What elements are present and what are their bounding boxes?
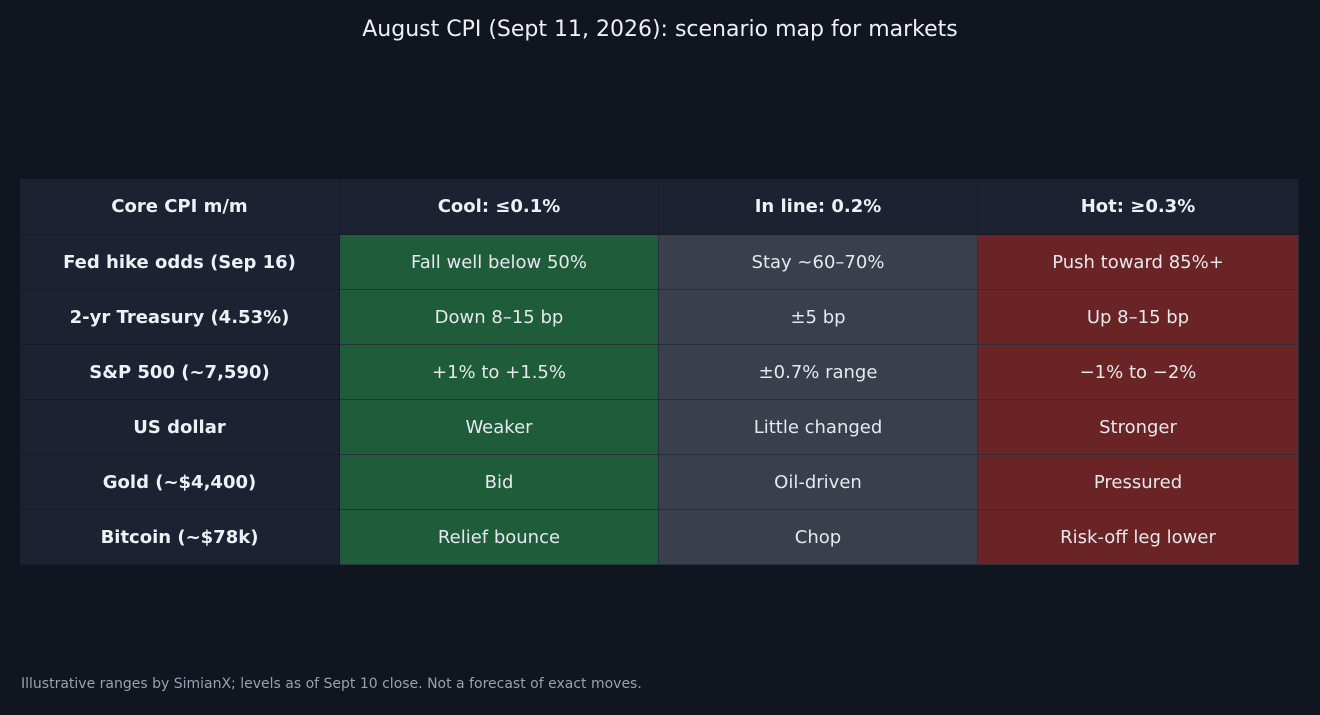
table-cell: −1% to −2% bbox=[978, 345, 1299, 400]
table-cell: Little changed bbox=[659, 400, 978, 455]
row-label-s-p-500-7-590: S&P 500 (~7,590) bbox=[20, 345, 340, 400]
footnote: Illustrative ranges by SimianX; levels a… bbox=[21, 676, 642, 692]
table-cell: Relief bounce bbox=[340, 510, 659, 565]
table-cell: Pressured bbox=[978, 455, 1299, 510]
header-core-cpi: Core CPI m/m bbox=[20, 179, 340, 235]
table-cell: +1% to +1.5% bbox=[340, 345, 659, 400]
table-cell: Weaker bbox=[340, 400, 659, 455]
table-cell: Chop bbox=[659, 510, 978, 565]
table-cell: Risk-off leg lower bbox=[978, 510, 1299, 565]
row-label-us-dollar: US dollar bbox=[20, 400, 340, 455]
table-cell: Bid bbox=[340, 455, 659, 510]
row-label-fed-hike-odds-sep-16: Fed hike odds (Sep 16) bbox=[20, 235, 340, 290]
table-cell: Stronger bbox=[978, 400, 1299, 455]
header-scenario-2: In line: 0.2% bbox=[659, 179, 978, 235]
table-cell: Down 8–15 bp bbox=[340, 290, 659, 345]
table-cell: Stay ~60–70% bbox=[659, 235, 978, 290]
header-scenario-3: Hot: ≥0.3% bbox=[978, 179, 1299, 235]
table-cell: Oil-driven bbox=[659, 455, 978, 510]
table-cell: ±0.7% range bbox=[659, 345, 978, 400]
header-scenario-1: Cool: ≤0.1% bbox=[340, 179, 659, 235]
row-label-bitcoin-78k: Bitcoin (~$78k) bbox=[20, 510, 340, 565]
chart-title: August CPI (Sept 11, 2026): scenario map… bbox=[362, 17, 958, 42]
table-cell: Up 8–15 bp bbox=[978, 290, 1299, 345]
scenario-table: Core CPI m/m Cool: ≤0.1% In line: 0.2% Hot:… bbox=[20, 179, 1299, 565]
table-cell: Fall well below 50% bbox=[340, 235, 659, 290]
table-cell: ±5 bp bbox=[659, 290, 978, 345]
row-label-2-yr-treasury-4-53: 2-yr Treasury (4.53%) bbox=[20, 290, 340, 345]
table-cell: Push toward 85%+ bbox=[978, 235, 1299, 290]
row-label-gold-4-400: Gold (~$4,400) bbox=[20, 455, 340, 510]
